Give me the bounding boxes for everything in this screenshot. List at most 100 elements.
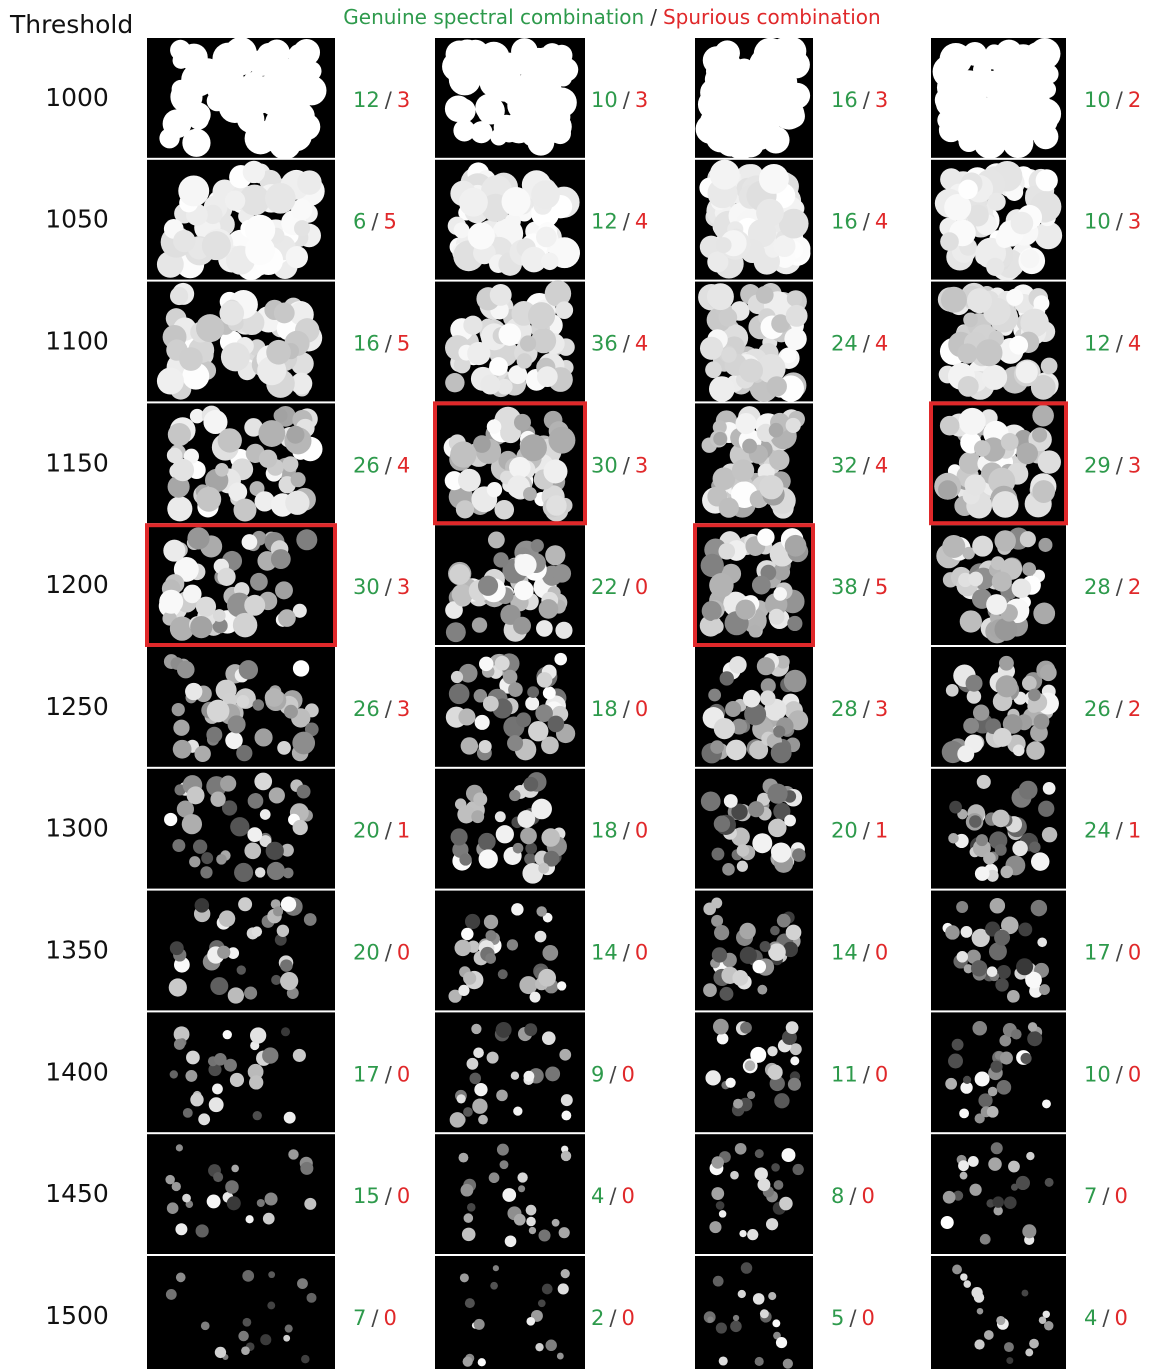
blob [995, 107, 1015, 127]
blob [265, 1192, 278, 1205]
blob [479, 657, 493, 671]
blob [769, 609, 785, 625]
blob [255, 867, 265, 877]
spurious-count: 0 [1114, 1306, 1127, 1330]
spurious-count: 0 [635, 819, 648, 843]
blob [244, 987, 257, 1000]
blob [507, 939, 518, 950]
spurious-count: 5 [875, 575, 888, 599]
blob [238, 1331, 248, 1341]
genuine-count: 7 [1084, 1184, 1097, 1208]
blob [1025, 1349, 1033, 1357]
blob [956, 901, 968, 913]
image-background [147, 1134, 335, 1254]
blob [748, 801, 764, 817]
blob [972, 1021, 987, 1036]
spurious-count: 3 [635, 453, 648, 477]
blob [703, 903, 716, 916]
blob [967, 288, 992, 313]
count-label: 10/3 [591, 88, 648, 112]
genuine-count: 5 [831, 1306, 844, 1330]
blob [220, 775, 236, 791]
blob [517, 1172, 527, 1182]
blob [449, 64, 481, 96]
blob [451, 99, 475, 123]
blob [973, 704, 989, 720]
blob [196, 1224, 209, 1237]
blob [456, 500, 474, 518]
blob [717, 1033, 729, 1045]
blob [548, 716, 565, 733]
cell-image [435, 38, 585, 158]
blob [737, 844, 750, 857]
blob [458, 469, 481, 492]
blob [292, 732, 315, 755]
blob [957, 745, 974, 762]
image-background [147, 1256, 335, 1369]
blob [473, 792, 487, 806]
blob [249, 1075, 263, 1089]
blob [500, 1160, 509, 1169]
blob [539, 1229, 551, 1241]
blob [465, 914, 480, 929]
blob [987, 1106, 999, 1118]
blob [169, 978, 187, 996]
spurious-count: 0 [861, 1306, 874, 1330]
separator: / [1116, 941, 1124, 965]
blob [471, 1024, 481, 1034]
blob [498, 969, 508, 979]
blob [1007, 990, 1020, 1003]
blob [170, 287, 188, 305]
blob [737, 861, 748, 872]
blob [225, 1180, 238, 1193]
genuine-count: 26 [1084, 697, 1111, 721]
blob [949, 801, 962, 814]
blob [545, 545, 565, 565]
blob [236, 745, 252, 761]
blob [471, 810, 484, 823]
blob [974, 1292, 984, 1302]
blob [266, 340, 291, 365]
cell-image [695, 1134, 813, 1254]
blob [1020, 531, 1036, 547]
blob [281, 1027, 290, 1036]
blob [163, 540, 185, 562]
blob [555, 622, 572, 639]
blob [1016, 958, 1033, 975]
spurious-count: 0 [875, 941, 888, 965]
blob [523, 487, 537, 501]
blob [719, 498, 739, 518]
blob [233, 613, 257, 637]
genuine-count: 24 [1084, 819, 1111, 843]
blob [995, 844, 1007, 856]
blob [446, 622, 466, 642]
blob [239, 660, 258, 679]
blob [713, 1276, 724, 1287]
blob [478, 1358, 486, 1366]
separator: / [1116, 88, 1124, 112]
cell-image [695, 891, 813, 1011]
blob [1001, 433, 1019, 451]
blob [1042, 1099, 1051, 1108]
cell-image [695, 37, 813, 159]
blob [1039, 81, 1056, 98]
spurious-count: 3 [1128, 453, 1141, 477]
count-label: 8/0 [831, 1184, 875, 1208]
blob [1031, 852, 1049, 870]
separator: / [623, 453, 631, 477]
blob [1022, 562, 1036, 576]
blob [718, 543, 735, 560]
blob [714, 816, 730, 832]
blob [237, 695, 250, 708]
cell-image [147, 1134, 335, 1254]
separator: / [385, 819, 393, 843]
blob [1028, 1022, 1037, 1031]
blob [200, 866, 212, 878]
blob [231, 1165, 239, 1173]
cell-image [695, 647, 813, 767]
separator: / [623, 941, 631, 965]
blob [210, 791, 225, 806]
blob [509, 457, 531, 479]
spurious-count: 0 [621, 1184, 634, 1208]
blob [955, 83, 986, 114]
